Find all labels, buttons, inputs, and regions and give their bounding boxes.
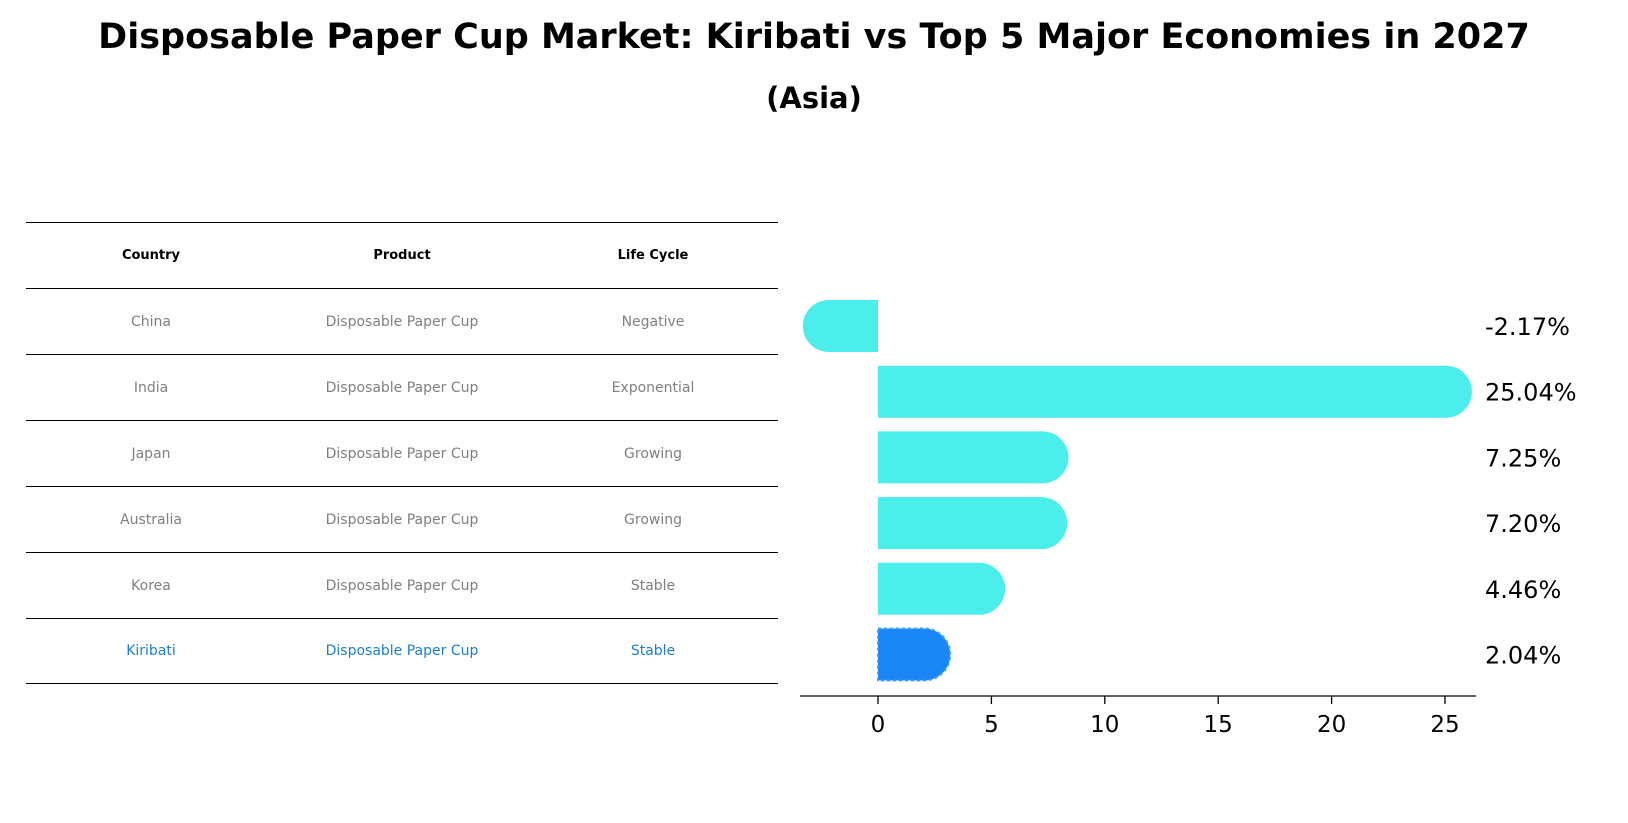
- chart-subtitle: (Asia): [766, 81, 862, 115]
- bar-korea: [878, 562, 1006, 615]
- value-label: 7.20%: [1485, 510, 1561, 538]
- header-product: Product: [373, 248, 431, 263]
- x-tick-label: 10: [1090, 712, 1119, 738]
- bar-india: [878, 365, 1472, 418]
- country-cell: Kiribati: [126, 643, 176, 659]
- value-label: 2.04%: [1485, 642, 1561, 670]
- bar-japan: [878, 431, 1069, 484]
- value-label: -2.17%: [1485, 313, 1570, 341]
- life-cycle-cell: Stable: [630, 577, 676, 594]
- table-header-row: Country Product Life Cycle: [26, 222, 778, 288]
- life-cycle-cell: Growing: [624, 511, 682, 528]
- x-tick-label: 20: [1317, 712, 1346, 738]
- product-cell: Disposable Paper Cup: [325, 577, 479, 594]
- bar-kiribati: [877, 627, 952, 682]
- product-cell: Disposable Paper Cup: [325, 313, 479, 330]
- bar-china: [802, 300, 878, 352]
- x-tick-label: 15: [1204, 712, 1233, 738]
- value-label: 4.46%: [1485, 576, 1561, 604]
- x-tick-label: 0: [871, 712, 886, 738]
- table-row: Australia Disposable Paper Cup Growing: [26, 486, 778, 552]
- product-cell: Disposable Paper Cup: [325, 643, 479, 659]
- table-row: Japan Disposable Paper Cup Growing: [26, 420, 778, 486]
- product-cell: Disposable Paper Cup: [325, 511, 479, 528]
- header-life-cycle: Life Cycle: [617, 248, 689, 263]
- country-cell: Australia: [120, 511, 182, 528]
- country-cell: Japan: [131, 445, 171, 462]
- bar-australia: [878, 497, 1068, 550]
- life-cycle-cell: Negative: [621, 313, 685, 330]
- country-cell: Korea: [131, 577, 171, 594]
- life-cycle-cell: Exponential: [611, 379, 695, 396]
- x-tick-label: 25: [1430, 712, 1459, 738]
- table-row: India Disposable Paper Cup Exponential: [26, 354, 778, 420]
- chart-title: Disposable Paper Cup Market: Kiribati vs…: [98, 17, 1530, 57]
- life-cycle-cell: Stable: [630, 643, 676, 659]
- table-row: China Disposable Paper Cup Negative: [26, 288, 778, 354]
- value-label: 25.04%: [1485, 379, 1577, 407]
- x-tick-label: 5: [984, 712, 999, 738]
- header-country: Country: [121, 248, 181, 263]
- product-cell: Disposable Paper Cup: [325, 379, 479, 396]
- value-label: 7.25%: [1485, 444, 1561, 472]
- country-cell: China: [131, 313, 171, 330]
- market-table: Country Product Life Cycle China Disposa…: [26, 222, 778, 684]
- product-cell: Disposable Paper Cup: [325, 445, 479, 462]
- table-row-highlighted: Kiribati Disposable Paper Cup Stable: [26, 618, 778, 684]
- country-cell: India: [133, 379, 169, 396]
- table-row: Korea Disposable Paper Cup Stable: [26, 552, 778, 618]
- life-cycle-cell: Growing: [624, 445, 682, 462]
